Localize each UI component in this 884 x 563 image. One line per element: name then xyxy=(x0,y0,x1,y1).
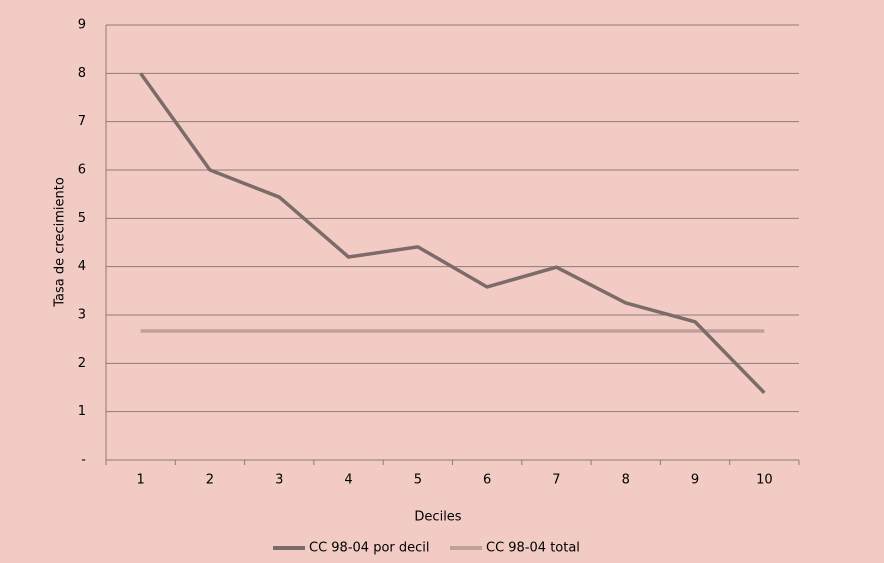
series-line xyxy=(139,72,766,395)
x-tick-label: 8 xyxy=(622,473,630,488)
y-tick-label: 9 xyxy=(78,18,86,33)
legend-label: CC 98-04 por decil xyxy=(309,541,430,556)
y-tick-label: 5 xyxy=(78,211,86,226)
x-tick-label: 7 xyxy=(552,473,560,488)
legend-label: CC 98-04 total xyxy=(486,541,580,556)
x-tick-label: 1 xyxy=(137,473,145,488)
x-tick-label: 3 xyxy=(275,473,283,488)
y-tick-label: - xyxy=(81,453,86,468)
y-tick-label: 7 xyxy=(78,114,86,129)
y-tick-label: 3 xyxy=(78,308,86,323)
y-tick-label: 6 xyxy=(78,163,86,178)
x-tick-label: 4 xyxy=(344,473,352,488)
y-tick-label: 2 xyxy=(78,356,86,371)
x-tick-label: 10 xyxy=(756,473,773,488)
y-tick-label: 1 xyxy=(78,404,86,419)
x-tick-label: 9 xyxy=(691,473,699,488)
x-tick-label: 5 xyxy=(414,473,422,488)
y-axis-label: Tasa de crecimiento xyxy=(53,177,68,308)
y-tick-label: 8 xyxy=(78,66,86,81)
x-axis-label: Deciles xyxy=(414,510,461,525)
x-tick-label: 2 xyxy=(206,473,214,488)
x-tick-label: 6 xyxy=(483,473,491,488)
y-tick-label: 4 xyxy=(78,259,86,274)
